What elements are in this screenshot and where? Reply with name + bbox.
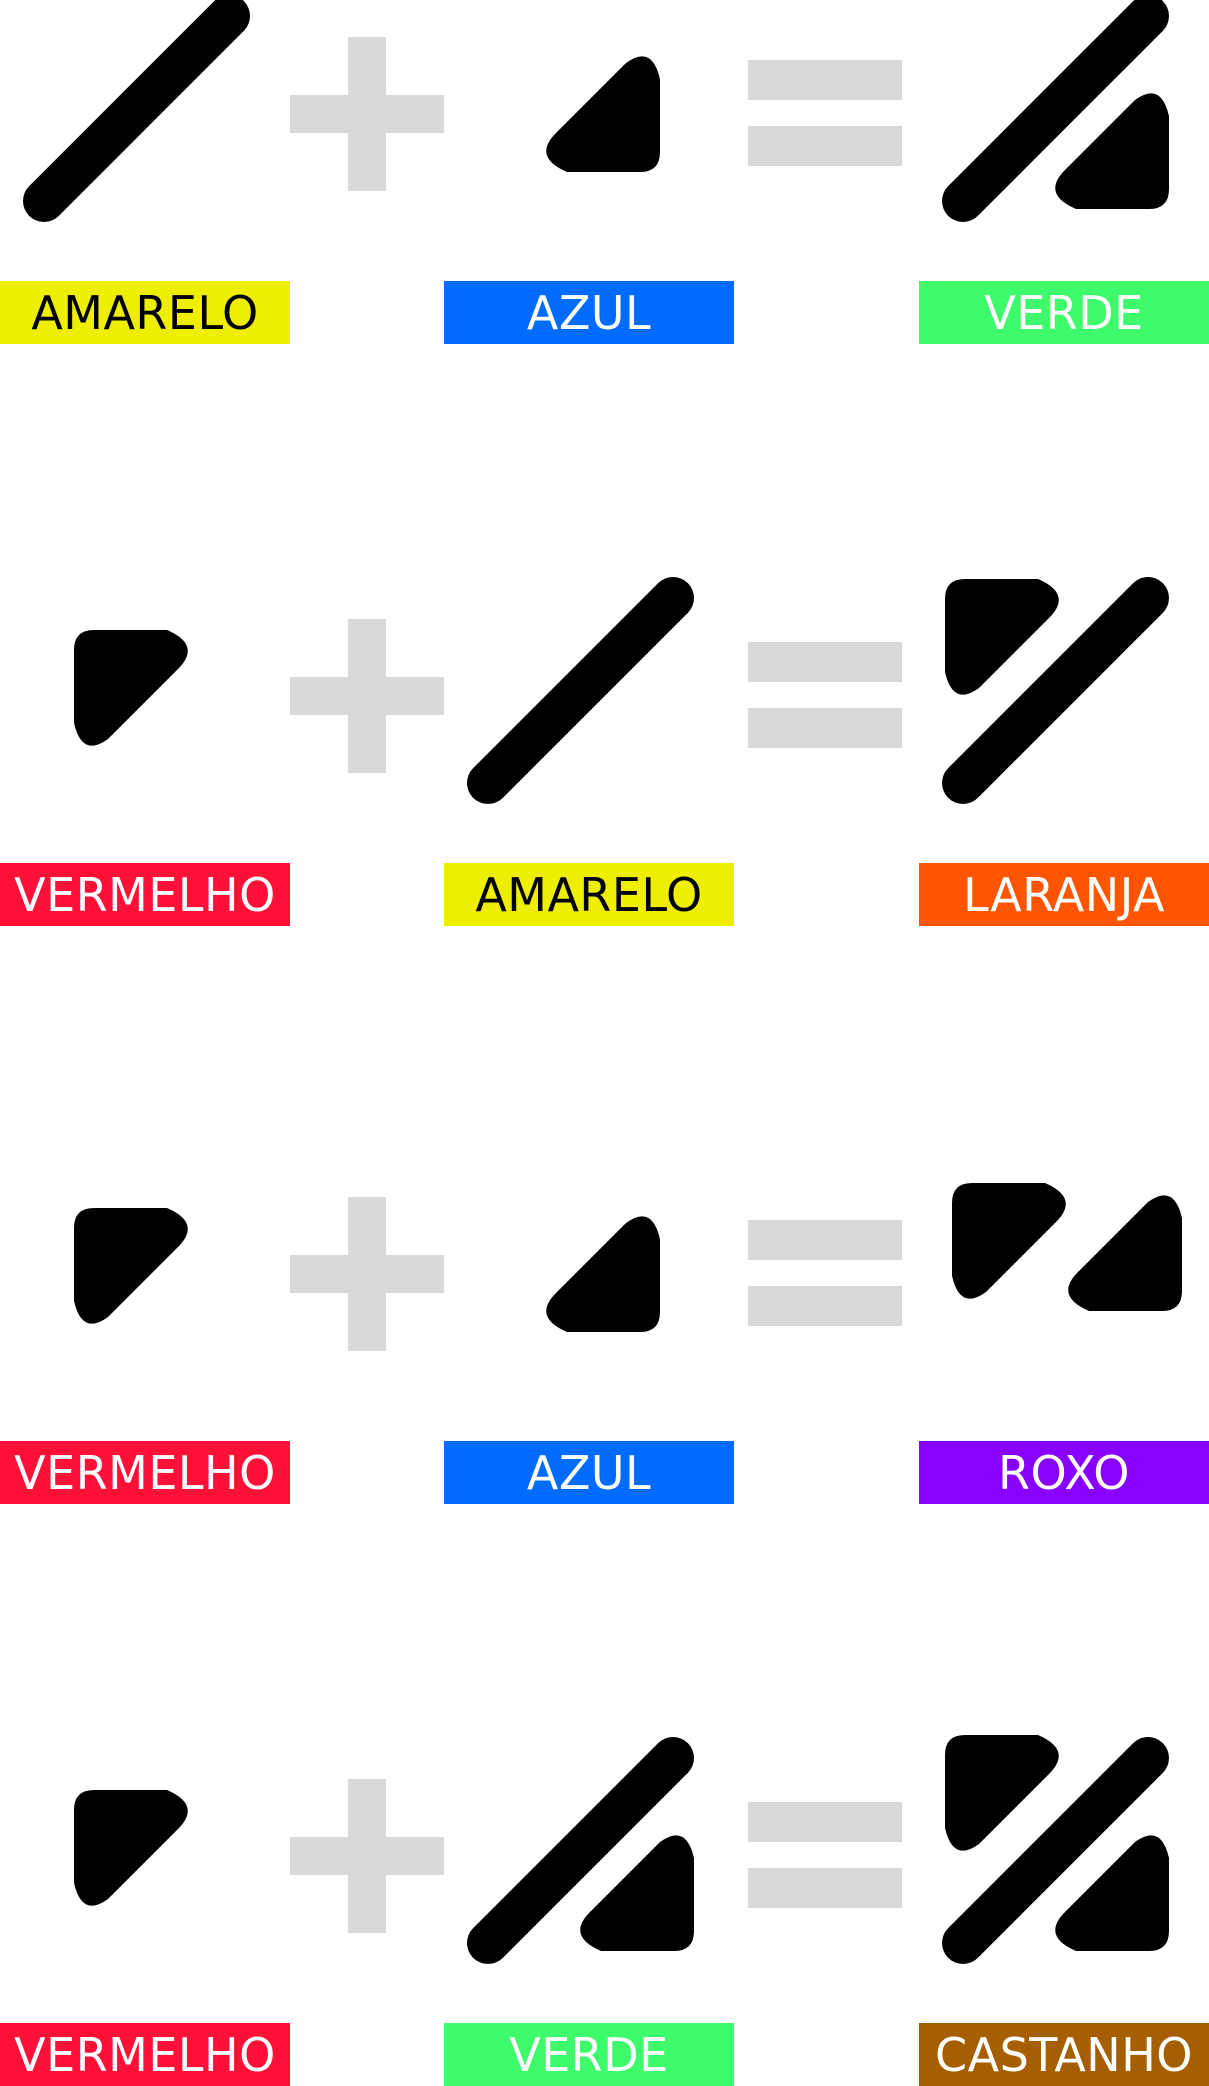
- diagonal-bar: [44, 16, 229, 201]
- equals-icon: [748, 1802, 902, 1908]
- color-label: VERMELHO: [0, 863, 290, 926]
- top-left-triangle: [74, 1208, 188, 1324]
- green-line-triangle-icon: [464, 1742, 694, 1982]
- color-label: VERMELHO: [0, 1441, 290, 1504]
- color-label: CASTANHO: [919, 2023, 1209, 2086]
- equation-row: VERMELHO AMARELO LARANJA: [0, 582, 1209, 926]
- color-label: AZUL: [444, 281, 734, 344]
- green-line-triangle-icon: [939, 0, 1169, 240]
- blue-triangle-icon: [546, 56, 660, 172]
- bottom-right-triangle: [1068, 1195, 1182, 1311]
- color-label: VERDE: [919, 281, 1209, 344]
- top-left-triangle: [74, 1790, 188, 1906]
- equals-icon: [748, 642, 902, 748]
- equation-row: AMARELO AZUL VERDE: [0, 0, 1209, 344]
- equation-row: VERMELHO AZUL ROXO: [0, 1160, 1209, 1504]
- yellow-line-icon: [20, 0, 260, 240]
- color-label: VERMELHO: [0, 2023, 290, 2086]
- bottom-right-triangle: [546, 56, 660, 172]
- red-triangle-icon: [74, 630, 188, 746]
- purple-two-triangles-icon: [952, 1183, 1182, 1311]
- top-left-triangle: [74, 630, 188, 746]
- equation-row: VERMELHO VERDE CASTANHO: [0, 1735, 1209, 2086]
- color-label: AZUL: [444, 1441, 734, 1504]
- brown-all-shapes-icon: [939, 1735, 1169, 1982]
- plus-icon: [290, 619, 444, 773]
- yellow-line-icon: [464, 582, 704, 822]
- color-label: AMARELO: [0, 281, 290, 344]
- equals-icon: [748, 60, 902, 166]
- color-label: ROXO: [919, 1441, 1209, 1504]
- plus-icon: [290, 1197, 444, 1351]
- top-left-triangle: [952, 1183, 1066, 1299]
- plus-icon: [290, 1779, 444, 1933]
- red-triangle-icon: [74, 1208, 188, 1324]
- equals-icon: [748, 1220, 902, 1326]
- color-label: AMARELO: [444, 863, 734, 926]
- color-label: LARANJA: [919, 863, 1209, 926]
- diagonal-bar: [488, 598, 673, 783]
- blue-triangle-icon: [546, 1216, 660, 1332]
- orange-triangle-line-icon: [939, 582, 1179, 822]
- red-triangle-icon: [74, 1790, 188, 1906]
- bottom-right-triangle: [546, 1216, 660, 1332]
- plus-icon: [290, 37, 444, 191]
- color-label: VERDE: [444, 2023, 734, 2086]
- top-left-triangle: [945, 1735, 1059, 1851]
